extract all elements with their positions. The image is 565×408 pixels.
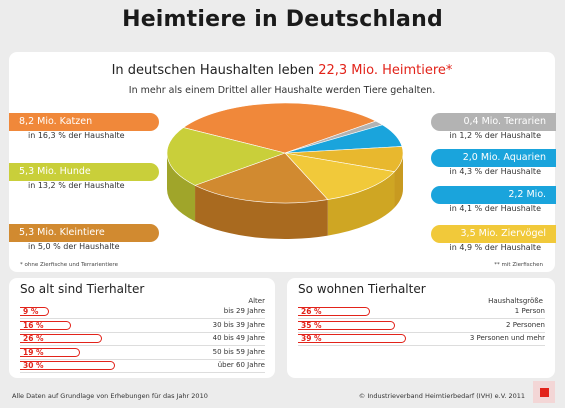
ivh-logo xyxy=(533,381,555,403)
headline-highlight: 22,3 Mio. Heimtiere* xyxy=(318,63,453,78)
sub-ziervoegel: in 4,9 % der Haushalte xyxy=(449,243,542,252)
living-row-separator xyxy=(298,345,545,346)
age-bar xyxy=(20,307,49,316)
living-pct: 35 % xyxy=(301,320,322,330)
page-title: Heimtiere in Deutschland xyxy=(122,7,443,32)
pie-slice-katzen xyxy=(182,102,377,154)
footnote-right: ** mit Zierfischen xyxy=(494,262,543,268)
living-pct: 39 % xyxy=(301,334,322,343)
label-aquarien-text: 2,0 Mio. Aquarien xyxy=(462,152,546,163)
living-row-separator xyxy=(298,331,545,333)
sub-kleintiere: in 5,0 % der Haushalte xyxy=(28,242,120,251)
label-ziervoegel: 3,5 Mio. Ziervögel xyxy=(431,225,556,243)
pie-side-gartenteiche xyxy=(394,153,403,208)
headline: In deutschen Haushalten leben 22,3 Mio. … xyxy=(9,63,555,78)
label-hunde-text: 5,3 Mio. Hunde xyxy=(19,166,91,177)
copyright: © Industrieverband Heimtierbedarf (IVH) … xyxy=(358,392,525,400)
sub-hunde: in 13,2 % der Haushalte xyxy=(28,181,125,190)
age-bar xyxy=(20,347,81,357)
label-ziervoegel-text: 3,5 Mio. Ziervögel xyxy=(460,228,547,239)
age-pct: 26 % xyxy=(23,334,44,343)
sub-katzen: in 16,3 % der Haushalte xyxy=(28,131,125,140)
living-bar xyxy=(298,307,370,316)
subline: In mehr als einem Drittel aller Haushalt… xyxy=(128,85,436,96)
living-row-separator xyxy=(298,318,545,319)
sub-aquarien: in 4,3 % der Haushalte xyxy=(449,167,542,176)
age-title: So alt sind Tierhalter xyxy=(20,282,145,296)
age-row-separator xyxy=(20,372,265,373)
living-label: 1 Person xyxy=(514,307,545,315)
label-kleintiere: 5,3 Mio. Kleintiere xyxy=(9,224,159,242)
living-pct: 26 % xyxy=(301,307,322,316)
age-label: bis 29 Jahre xyxy=(223,307,265,315)
living-label: 3 Personen und mehr xyxy=(469,334,545,342)
headline-prefix: In deutschen Haushalten leben xyxy=(111,63,319,78)
living-panel xyxy=(287,278,555,378)
label-terrarien: 0,4 Mio. Terrarien xyxy=(431,113,556,131)
age-label: 30 bis 39 Jahre xyxy=(212,320,265,329)
sub-gartenteiche: in 4,1 % der Haushalte xyxy=(449,204,542,213)
label-terrarien-text: 0,4 Mio. Terrarien xyxy=(463,116,546,127)
living-bar xyxy=(298,334,406,343)
living-col-header: Haushaltsgröße xyxy=(488,297,543,305)
age-row-separator xyxy=(20,331,265,333)
age-bar xyxy=(20,361,115,370)
age-label: über 60 Jahre xyxy=(217,361,265,369)
living-bar xyxy=(298,320,395,330)
pie-side-ziervögel xyxy=(327,171,395,236)
pie-slice-hunde xyxy=(166,127,287,186)
footnote-left: * ohne Zierfische und Terrarientiere xyxy=(20,262,118,268)
pie-slice-ziervögel xyxy=(284,152,396,200)
age-pct: 9 % xyxy=(23,307,39,316)
age-row-separator xyxy=(20,318,265,319)
sub-terrarien: in 1,2 % der Haushalte xyxy=(449,131,542,140)
label-katzen: 8,2 Mio. Katzen xyxy=(9,113,159,131)
age-col-header: Alter xyxy=(248,297,265,305)
pie-slice-kleintiere xyxy=(194,152,329,204)
living-label: 2 Personen xyxy=(506,320,545,329)
label-gartenteiche: 2,2 Mio. Gartenteiche** xyxy=(431,186,556,218)
age-row-separator xyxy=(20,358,265,360)
source-note: Alle Daten auf Grundlage von Erhebungen … xyxy=(12,392,208,400)
label-katzen-text: 8,2 Mio. Katzen xyxy=(19,116,93,127)
label-kleintiere-text: 5,3 Mio. Kleintiere xyxy=(19,227,105,238)
age-bar xyxy=(20,334,103,343)
label-hunde: 5,3 Mio. Hunde xyxy=(9,163,159,181)
pie-side-kleintiere xyxy=(195,185,328,239)
label-aquarien: 2,0 Mio. Aquarien xyxy=(431,149,556,167)
label-gartenteiche-text: 2,2 Mio. Gartenteiche** xyxy=(474,189,546,218)
living-title: So wohnen Tierhalter xyxy=(298,282,426,296)
age-pct: 30 % xyxy=(23,361,44,370)
age-pct: 19 % xyxy=(23,347,44,357)
age-row-separator xyxy=(20,345,265,346)
age-label: 50 bis 59 Jahre xyxy=(212,347,265,356)
age-label: 40 bis 49 Jahre xyxy=(212,334,265,342)
age-bar xyxy=(20,320,71,330)
pie-chart xyxy=(166,102,404,239)
age-pct: 16 % xyxy=(23,320,44,330)
